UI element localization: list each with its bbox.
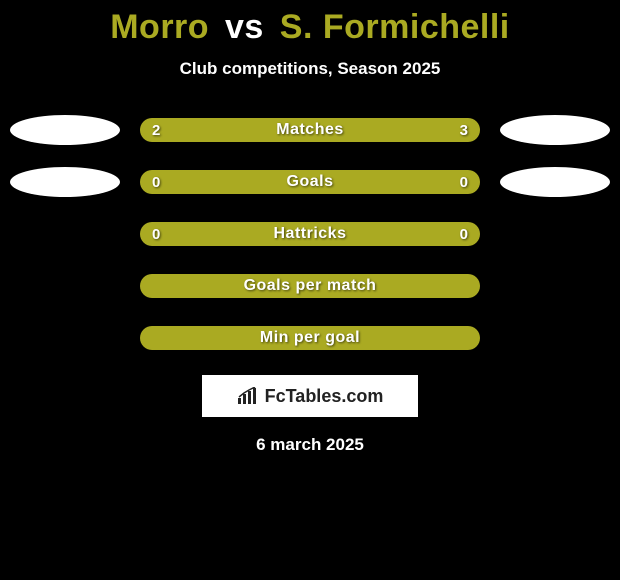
date-label: 6 march 2025	[0, 435, 620, 455]
subtitle: Club competitions, Season 2025	[0, 59, 620, 79]
stat-row: Min per goal	[0, 323, 620, 353]
stat-row: Hattricks0 0	[0, 219, 620, 249]
stat-row: Goals0 0	[0, 167, 620, 197]
player2-badge	[500, 167, 610, 197]
stat-bar: Goals0 0	[140, 170, 480, 194]
player1-badge	[10, 115, 120, 145]
player1-name: Morro	[110, 8, 209, 46]
vs-separator: vs	[225, 8, 264, 46]
stat-row: Goals per match	[0, 271, 620, 301]
stat-bar: Matches2 3	[140, 118, 480, 142]
stat-value-left: 0	[152, 170, 160, 194]
stat-label: Matches	[140, 118, 480, 142]
stat-value-right: 3	[460, 118, 468, 142]
player1-badge	[10, 167, 120, 197]
player2-name: S. Formichelli	[280, 8, 510, 46]
stat-value-left: 0	[152, 222, 160, 246]
stat-value-left: 2	[152, 118, 160, 142]
stat-rows: Matches23Goals00Hattricks00Goals per mat…	[0, 115, 620, 353]
stat-label: Goals per match	[140, 274, 480, 298]
stat-value-right: 0	[460, 170, 468, 194]
bar-chart-icon	[237, 387, 259, 405]
comparison-title: Morro vs S. Formichelli	[0, 0, 620, 47]
stat-row: Matches2 3	[0, 115, 620, 145]
brand-text: FcTables.com	[265, 386, 384, 407]
stat-bar: Hattricks0 0	[140, 222, 480, 246]
stat-bar: Goals per match	[140, 274, 480, 298]
stat-value-right: 0	[460, 222, 468, 246]
stat-bar: Min per goal	[140, 326, 480, 350]
brand-badge: FcTables.com	[202, 375, 418, 417]
stat-label: Min per goal	[140, 326, 480, 350]
stat-label: Goals	[140, 170, 480, 194]
stat-label: Hattricks	[140, 222, 480, 246]
player2-badge	[500, 115, 610, 145]
